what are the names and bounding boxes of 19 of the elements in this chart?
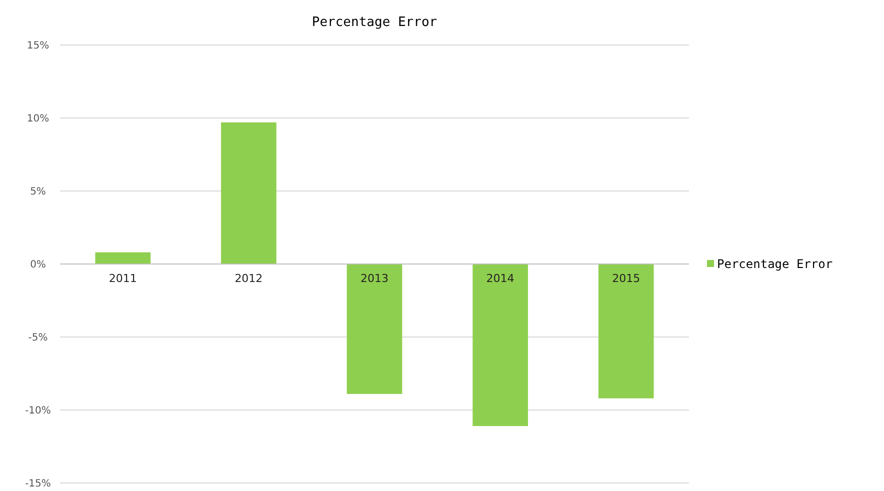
bar (95, 252, 151, 264)
y-tick-label: 10% (26, 114, 50, 124)
bar (221, 122, 276, 264)
y-tick-label: 5% (30, 186, 46, 198)
x-tick-label: 2014 (486, 272, 514, 285)
x-tick-label: 2012 (234, 272, 263, 285)
y-tick-label: 15% (26, 40, 50, 52)
chart-title: Percentage Error (312, 15, 438, 30)
x-tick-label: 2011 (108, 272, 137, 285)
y-tick-label: 0% (30, 260, 46, 270)
y-tick-label: -15% (25, 478, 51, 490)
y-tick-label: -5% (28, 332, 48, 344)
x-tick-label: 2013 (360, 272, 388, 285)
bar (346, 264, 402, 394)
bar (598, 264, 654, 398)
x-tick-label: 2015 (612, 272, 640, 285)
legend-label: Percentage Error (717, 257, 833, 272)
y-tick-label: -10% (25, 406, 51, 416)
bar (472, 264, 528, 426)
